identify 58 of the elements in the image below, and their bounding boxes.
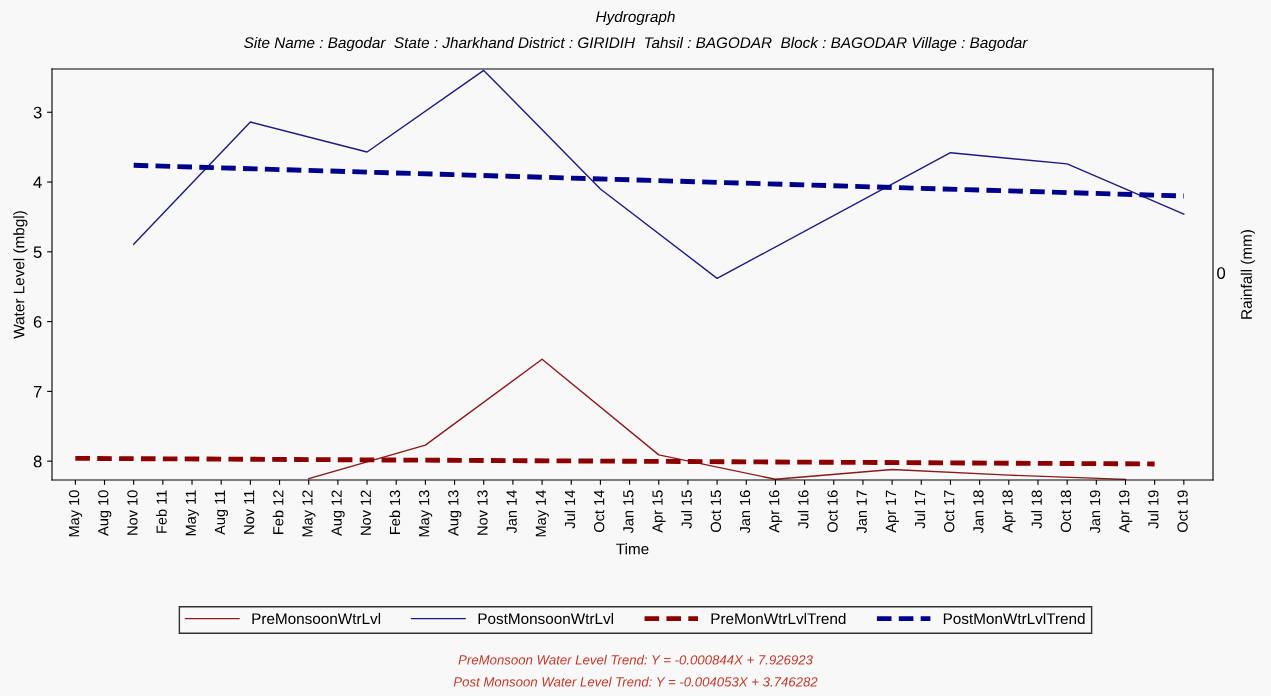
x-tick-label: Apr 18	[1002, 490, 1016, 533]
y-axis-title: Water Level (mbgl)	[13, 211, 28, 339]
line-series	[132, 69, 1185, 280]
x-tick-label: Oct 18	[1060, 490, 1072, 532]
x-tick-label: Apr 15	[652, 490, 666, 533]
x-tick-label: Aug 13	[448, 490, 462, 536]
x-tick-label: Jan 15	[623, 490, 634, 534]
y-tick-label: 7	[33, 385, 42, 398]
x-tick-label: Nov 12	[360, 490, 371, 535]
x-tick-label: Oct 16	[827, 490, 838, 532]
x-tick-label: Apr 19	[1119, 490, 1133, 533]
legend-label: PostMonsoonWtrLvl	[478, 612, 613, 625]
x-tick-label: Nov 10	[127, 490, 138, 535]
x-tick-label: Jan 18	[973, 490, 984, 534]
x-tick-label: Jan 14	[506, 490, 517, 534]
x-tick-label: Jul 16	[797, 490, 809, 529]
x-tick-label: Apr 16	[769, 490, 783, 533]
x-tick-label: Jul 17	[914, 490, 926, 529]
legend-label: PreMonWtrLvlTrend	[711, 612, 846, 625]
x-tick-label: Feb 13	[389, 490, 401, 534]
chart-title: Hydrograph	[596, 10, 675, 26]
x-axis-title: Time	[616, 543, 649, 555]
legend-label: PreMonsoonWtrLvl	[252, 612, 381, 625]
x-tick-label: Oct 19	[1177, 490, 1188, 532]
y-tick-label: 4	[33, 176, 42, 189]
x-tick-label: Jan 19	[1089, 490, 1101, 534]
x-tick-label: Feb 12	[272, 490, 284, 534]
x-tick-label: Jan 16	[739, 490, 751, 534]
text: PreMonsoon Water Level Trend: Y = -0.000844X + 7.926923	[458, 654, 813, 665]
x-tick-label: May 11	[185, 490, 199, 536]
x-tick-label: Feb 11	[156, 490, 167, 533]
y-tick-label: 5	[33, 246, 42, 259]
text: Post Monsoon Water Level Trend: Y = -0.004053X + 3.746282	[453, 676, 818, 687]
x-tick-label: Jul 19	[1147, 490, 1159, 529]
x-tick-label: May 13	[418, 490, 433, 537]
y2-axis-title: Rainfall (mm)	[1240, 230, 1255, 319]
y-tick-label: 8	[33, 455, 42, 468]
x-tick-label: Aug 11	[214, 490, 228, 535]
x-tick-label: Nov 13	[477, 490, 488, 535]
x-tick-label: Oct 17	[944, 490, 955, 532]
legend-label: PostMonWtrLvlTrend	[943, 612, 1085, 625]
chart-subtitle: Site Name : Bagodar State : Jharkhand District : GIRIDIH Tahsil : BAGODAR Block : BAGODAR Village : Bagodar	[244, 36, 1028, 52]
x-tick-label: May 14	[535, 490, 549, 537]
x-tick-label: Oct 15	[710, 490, 722, 532]
x-tick-label: Jul 18	[1031, 490, 1042, 529]
x-tick-label: Jul 15	[681, 490, 692, 529]
x-tick-label: Oct 14	[594, 490, 605, 532]
y-tick-label: 6	[33, 316, 42, 328]
x-tick-label: Nov 11	[244, 490, 255, 534]
y-tick-label: 3	[33, 106, 42, 119]
x-tick-label: Aug 10	[98, 490, 112, 536]
x-tick-label: May 10	[68, 490, 83, 537]
x-tick-label: Jul 14	[564, 490, 576, 529]
x-tick-label: Aug 12	[331, 490, 345, 536]
x-tick-label: Apr 17	[885, 490, 899, 533]
x-tick-label: May 12	[302, 490, 316, 537]
text: 0	[1217, 267, 1226, 279]
x-tick-label: Jan 17	[856, 490, 867, 534]
